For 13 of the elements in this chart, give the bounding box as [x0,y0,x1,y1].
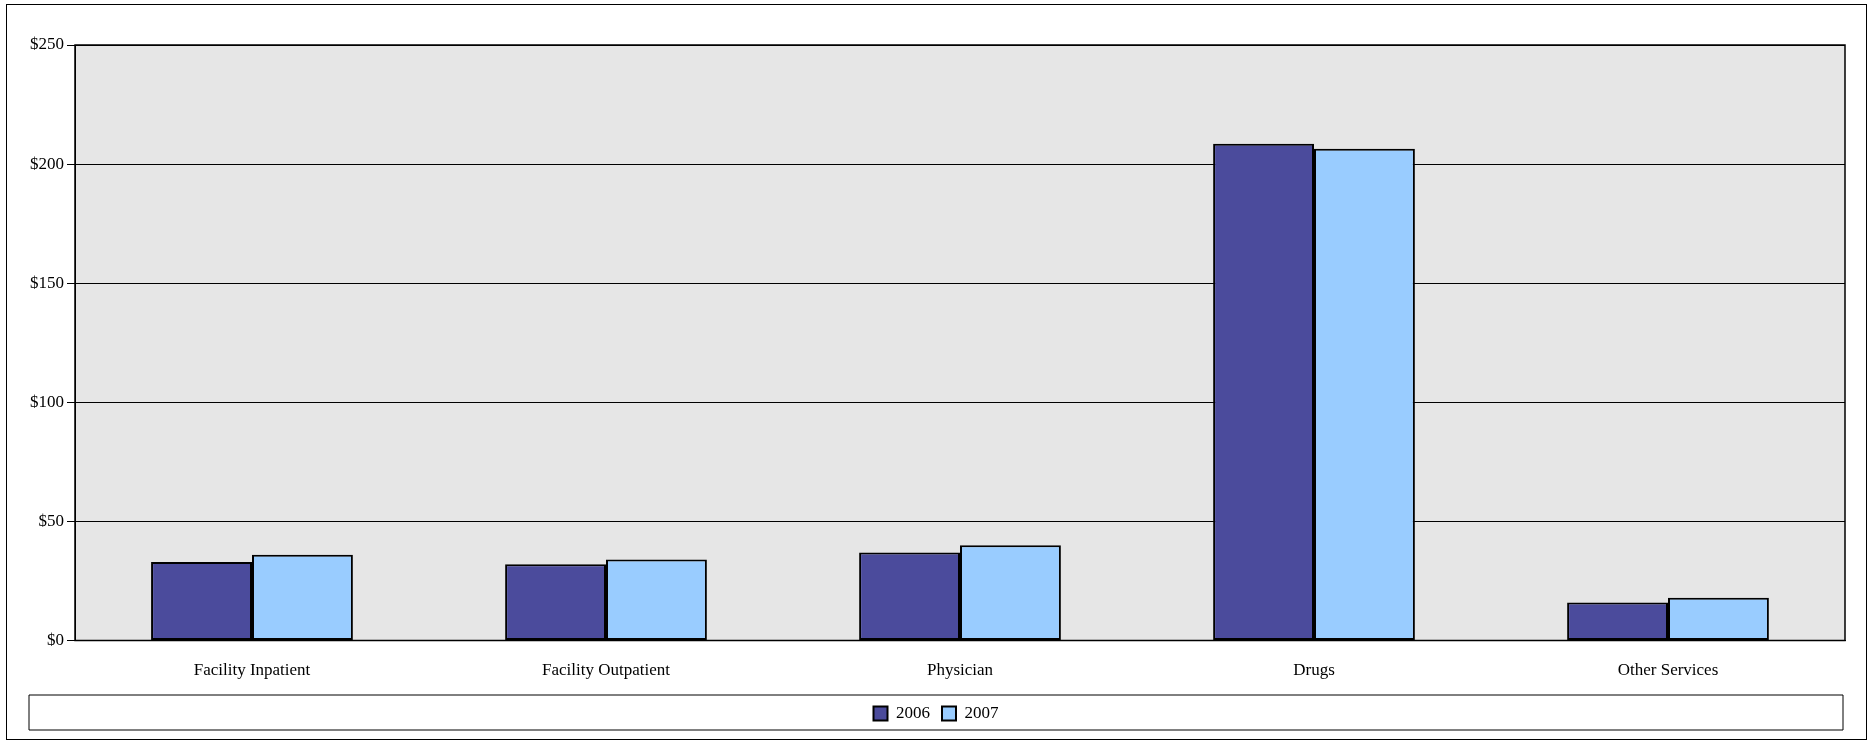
x-tick-label: Other Services [1617,660,1719,680]
y-tick-label: $150 [30,272,64,292]
x-tick-label: Physician [926,660,994,680]
x-tick-label: Drugs [1293,660,1335,680]
x-tick-label: Facility Inpatient [193,660,311,680]
y-tick-label: $50 [38,510,64,530]
y-tick-label: $100 [30,391,64,411]
y-tick-label: $200 [30,153,64,173]
legend-label: 2006 [896,702,930,722]
legend-label: 2007 [964,702,999,722]
y-tick-label: $250 [30,34,64,54]
x-tick-label: Facility Outpatient [542,660,671,680]
y-tick-label: $0 [47,630,64,650]
